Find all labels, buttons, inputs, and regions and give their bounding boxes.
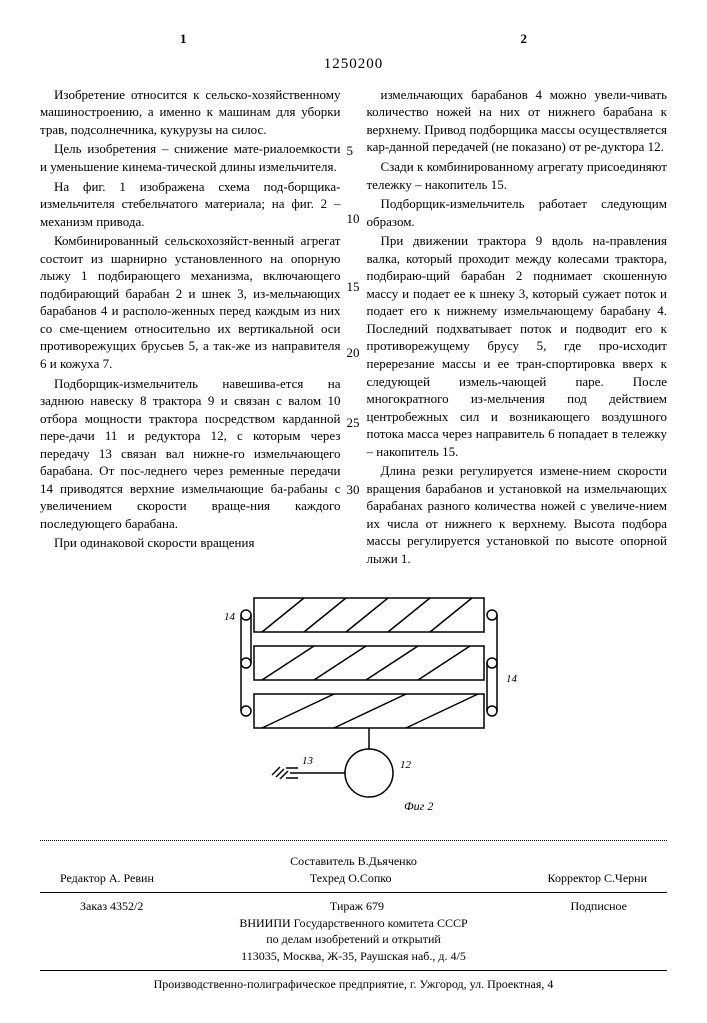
left-p1: Изобретение относится к сельско-хозяйств…	[40, 86, 341, 139]
fig-label-14b: 14	[506, 673, 518, 685]
subscription: Подписное	[571, 898, 628, 915]
left-column: Изобретение относится к сельско-хозяйств…	[40, 86, 341, 570]
patent-number: 1250200	[40, 54, 667, 74]
col-num-left: 1	[180, 30, 187, 48]
line-25: 25	[347, 414, 360, 432]
org1: ВНИИПИ Государственного комитета СССР	[40, 915, 667, 932]
divider-2	[40, 970, 667, 971]
order: Заказ 4352/2	[80, 898, 143, 915]
footer: Составитель В.Дьяченко Редактор А. Ревин…	[40, 853, 667, 993]
compiler: Составитель В.Дьяченко	[40, 853, 667, 870]
right-p4: При движении трактора 9 вдоль на-правлен…	[367, 232, 668, 460]
fig-label-14a: 14	[224, 611, 236, 623]
production: Производственно-полиграфическое предприя…	[40, 976, 667, 993]
left-p3: На фиг. 1 изображена схема под-борщика-и…	[40, 178, 341, 231]
left-p5: Подборщик-измельчитель навешива-ется на …	[40, 375, 341, 533]
divider-1	[40, 892, 667, 893]
techred: Техред О.Сопко	[310, 870, 392, 887]
line-30: 30	[347, 481, 360, 499]
tirazh: Тираж 679	[330, 898, 384, 915]
divider-dotted	[40, 840, 667, 841]
line-10: 10	[347, 210, 360, 228]
left-p2: Цель изобретения – снижение мате-риалоем…	[40, 140, 341, 175]
line-15: 15	[347, 278, 360, 296]
fig-label-12: 12	[400, 759, 412, 771]
right-p3: Подборщик-измельчитель работает следующи…	[367, 195, 668, 230]
fig-caption: Фиг 2	[404, 799, 433, 813]
org2: по делам изобретений и открытий	[40, 931, 667, 948]
right-p2: Сзади к комбинированному агрегату присое…	[367, 158, 668, 193]
line-20: 20	[347, 344, 360, 362]
left-p6: При одинаковой скорости вращения	[40, 534, 341, 552]
corrector: Корректор С.Черни	[548, 870, 647, 887]
address1: 113035, Москва, Ж-35, Раушская наб., д. …	[40, 948, 667, 965]
line-5: 5	[347, 142, 354, 160]
right-p5: Длина резки регулируется измене-нием ско…	[367, 462, 668, 567]
right-column: 5 10 15 20 25 30 измельчающих барабанов …	[367, 86, 668, 570]
right-p1: измельчающих барабанов 4 можно увели-чив…	[367, 86, 668, 156]
editor: Редактор А. Ревин	[60, 870, 154, 887]
figure-2: 14 14 13 12 Фиг 2	[40, 588, 667, 823]
fig-label-13: 13	[302, 755, 314, 767]
col-num-right: 2	[521, 30, 528, 48]
left-p4: Комбинированный сельскохозяйст-венный аг…	[40, 232, 341, 372]
text-columns: Изобретение относится к сельско-хозяйств…	[40, 86, 667, 570]
